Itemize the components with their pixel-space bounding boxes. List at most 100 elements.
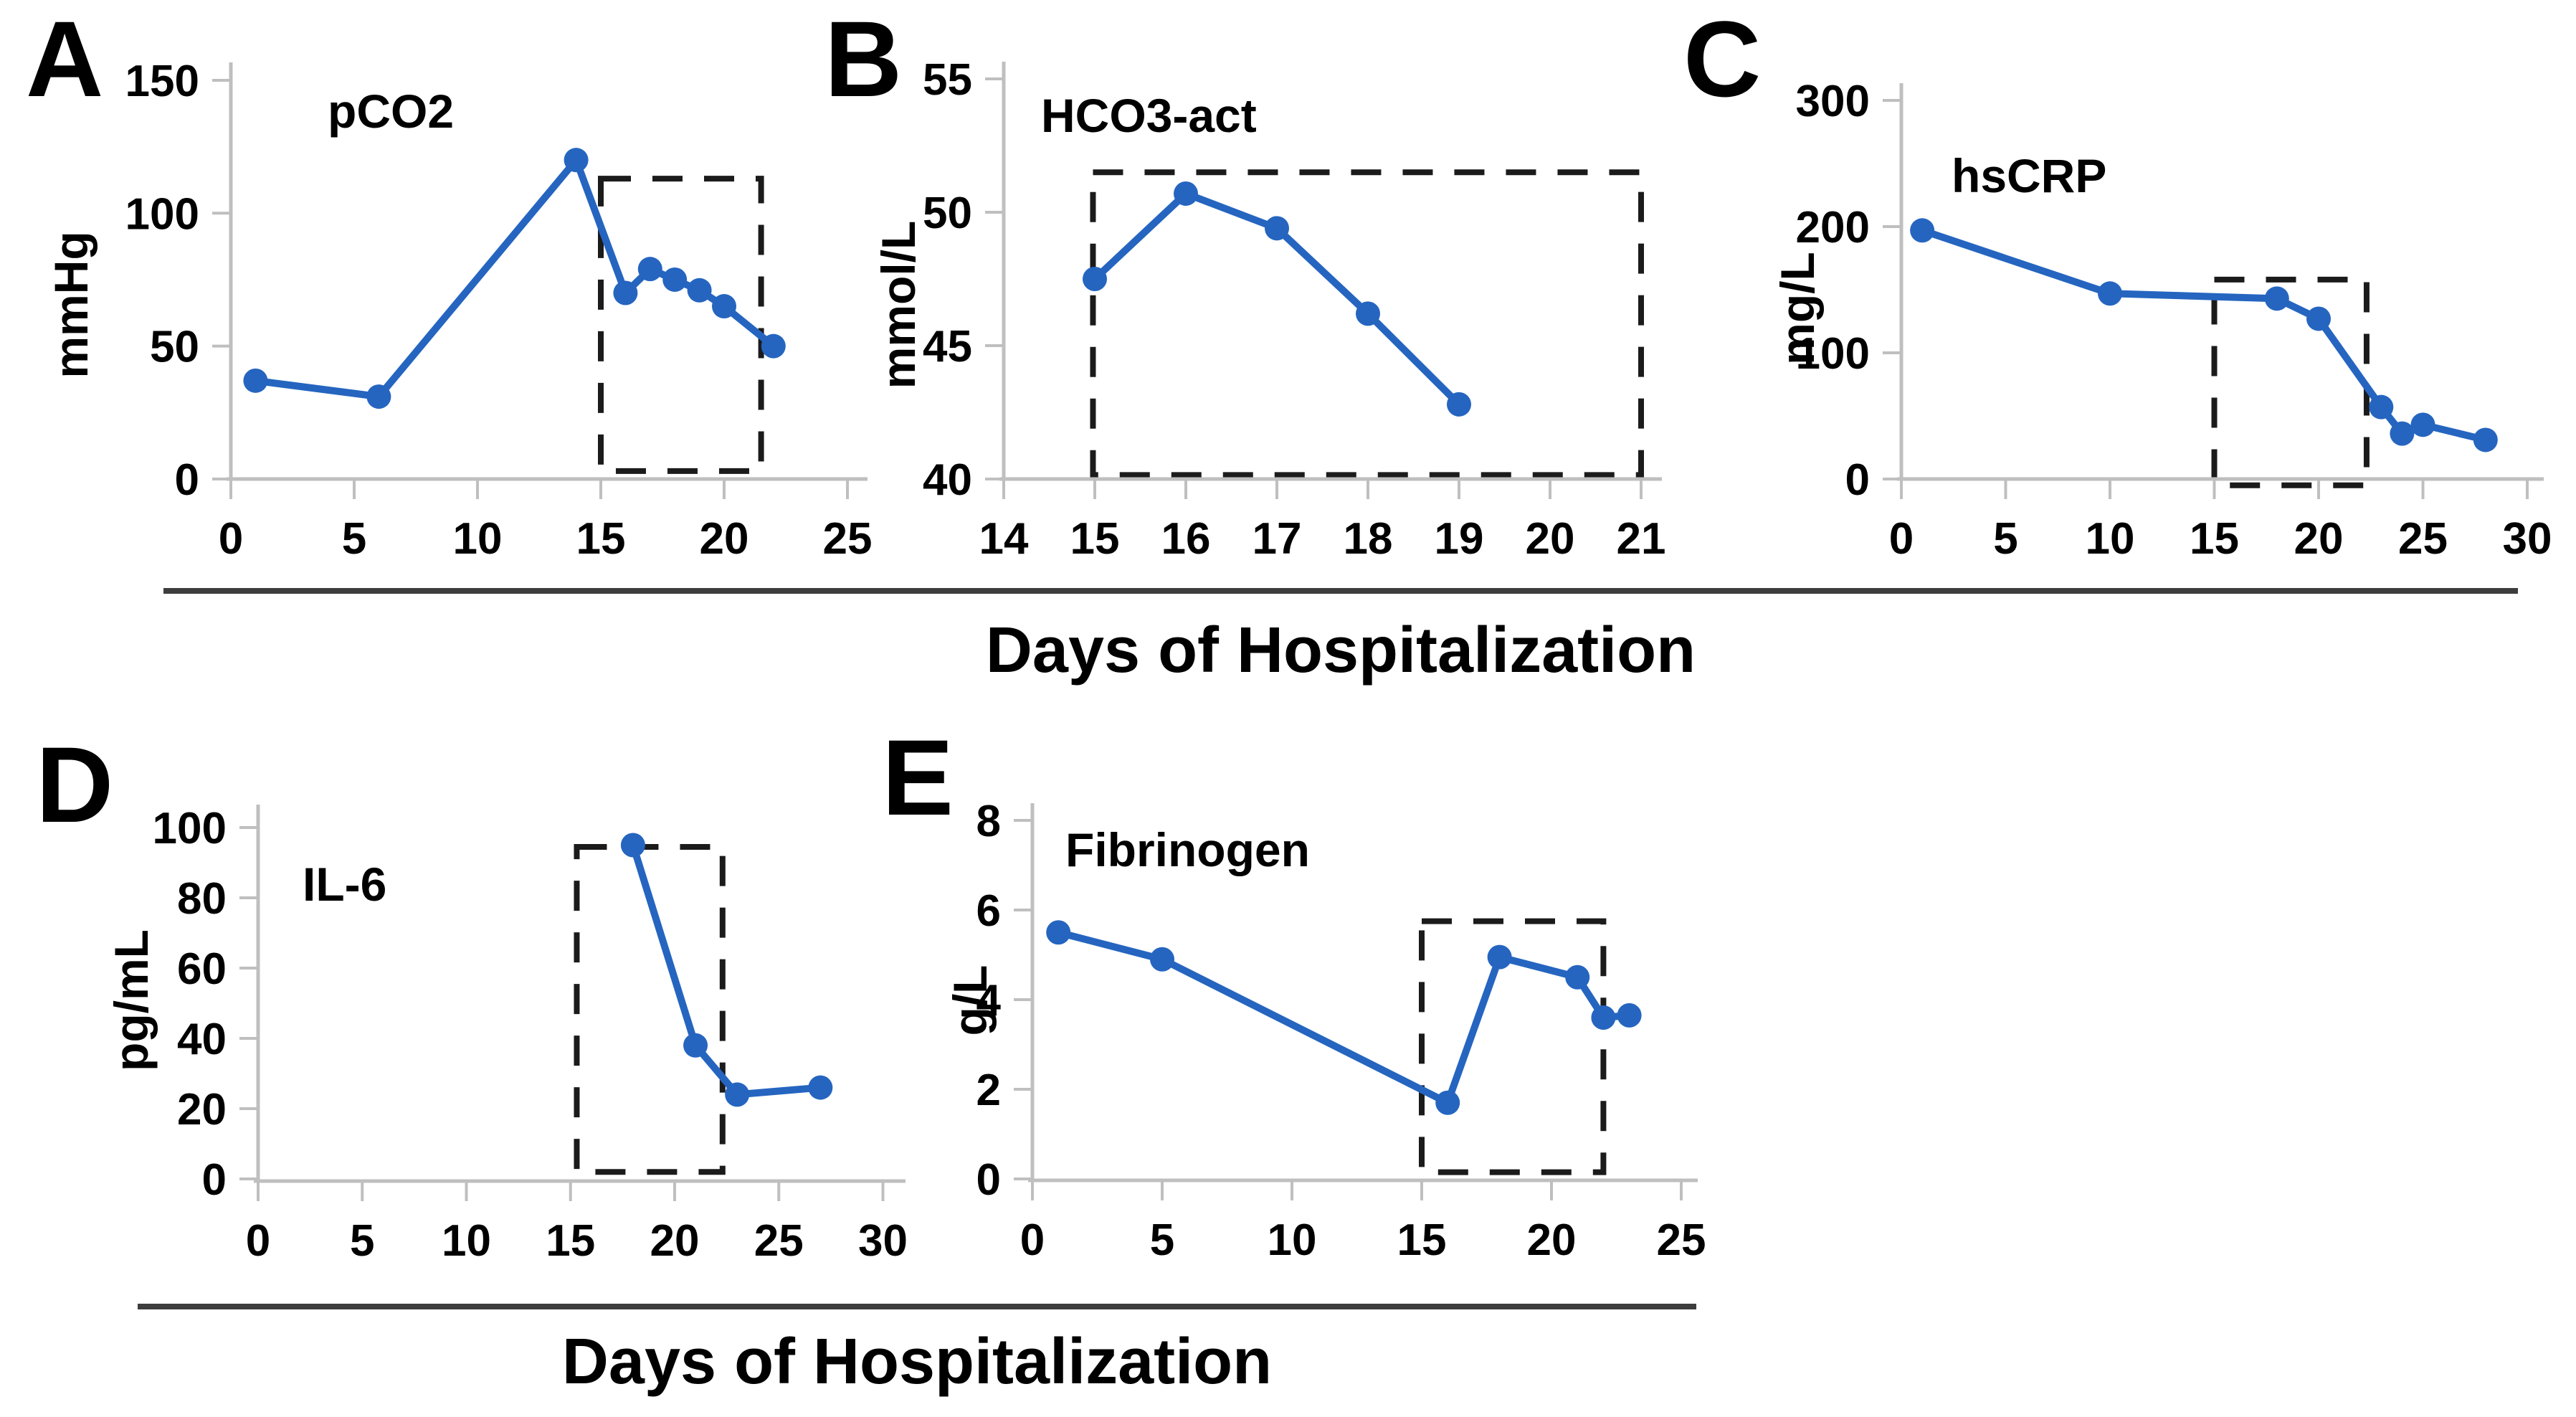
y-tick-label: 2 — [976, 1066, 1001, 1115]
y-tick-label: 50 — [923, 189, 972, 238]
panel-c-chart: 0 100 200 300 0 5 10 15 20 25 30 hsCRP mg/L — [1771, 77, 2552, 564]
dashed-highlight-box — [1419, 918, 1607, 1175]
chart-title: IL-6 — [303, 858, 386, 911]
data-point-marker — [620, 833, 645, 858]
panel-label-b: B — [824, 0, 903, 119]
y-tick-label: 100 — [1796, 329, 1870, 379]
y-tick-label: 0 — [175, 455, 199, 505]
data-point-marker — [564, 148, 589, 173]
x-tick-label: 20 — [2294, 514, 2344, 564]
y-tick-label: 0 — [1845, 455, 1870, 505]
x-tick-label: 10 — [2086, 514, 2135, 564]
data-point-marker — [1565, 965, 1590, 990]
dashed-highlight-box — [1090, 169, 1644, 478]
y-tick-label: 6 — [976, 886, 1001, 936]
y-tick-label: 100 — [125, 189, 199, 239]
data-point-marker — [1447, 392, 1471, 417]
data-point-marker — [2306, 306, 2331, 331]
x-tick-label: 10 — [1268, 1215, 1317, 1265]
data-point-marker — [662, 267, 688, 292]
panel-label-c: C — [1683, 0, 1762, 119]
dashed-highlight-box — [2211, 276, 2370, 488]
panel-label-d: D — [36, 724, 114, 845]
x-tick-label: 0 — [246, 1216, 270, 1266]
chart-title: Fibrinogen — [1065, 823, 1310, 876]
x-tick-label: 21 — [1617, 514, 1666, 564]
data-point-marker — [1435, 1090, 1460, 1115]
y-axis-unit-label: mg/L — [1771, 252, 1824, 365]
data-point-marker — [761, 333, 786, 359]
y-tick-label: 4 — [976, 976, 1002, 1025]
y-tick-label: 8 — [976, 797, 1001, 846]
data-point-marker — [2473, 427, 2498, 452]
y-axis-unit-label: mmHg — [44, 231, 98, 378]
data-point-marker — [712, 294, 736, 319]
y-tick-label: 300 — [1796, 77, 1870, 126]
data-point-marker — [1174, 181, 1198, 206]
x-tick-label: 25 — [2398, 514, 2448, 564]
data-point-marker — [1356, 301, 1380, 326]
data-point-marker — [2369, 394, 2394, 420]
panel-b-chart: 40 45 50 55 14 15 16 17 18 19 20 21 HCO3-act mmol/L — [872, 55, 1665, 564]
x-tick-label: 25 — [823, 514, 873, 564]
chart-title: HCO3-act — [1041, 89, 1257, 142]
y-tick-label: 60 — [177, 944, 227, 994]
dashed-highlight-box — [598, 176, 764, 474]
x-axis-label-top: Days of Hospitalization — [985, 615, 1696, 686]
y-axis-unit-label: mmol/L — [872, 221, 925, 389]
x-tick-label: 15 — [1070, 514, 1120, 564]
data-point-marker — [2410, 412, 2435, 437]
panel-d-chart: 0 20 40 60 80 100 0 5 10 15 20 25 30 IL-6 pg/mL — [105, 804, 908, 1266]
data-point-marker — [2264, 286, 2289, 311]
data-point-marker — [725, 1082, 750, 1107]
x-tick-label: 5 — [350, 1216, 374, 1266]
series-line — [1055, 929, 1633, 1106]
panel-a-chart: 0 50 100 150 0 5 10 15 20 25 pCO2 mmHg — [44, 57, 872, 564]
data-point-marker — [1083, 267, 1107, 291]
x-tick-label: 0 — [1889, 514, 1914, 564]
series-line — [252, 156, 777, 401]
data-point-marker — [613, 280, 638, 305]
y-tick-label: 0 — [976, 1155, 1001, 1205]
y-tick-label: 200 — [1796, 203, 1870, 252]
data-point-marker — [683, 1033, 708, 1058]
y-tick-label: 55 — [923, 55, 972, 105]
x-tick-label: 20 — [1526, 514, 1575, 564]
x-tick-label: 25 — [754, 1216, 804, 1266]
y-tick-label: 40 — [177, 1015, 227, 1064]
data-point-marker — [1910, 218, 1935, 243]
x-tick-label: 30 — [2503, 514, 2552, 564]
x-tick-label: 20 — [700, 514, 749, 564]
series-line — [1919, 227, 2489, 444]
x-tick-label: 18 — [1344, 514, 1393, 564]
x-tick-label: 17 — [1253, 514, 1302, 564]
x-tick-label: 15 — [546, 1216, 595, 1266]
panel-label-e: E — [882, 717, 954, 838]
chart-title: pCO2 — [328, 85, 454, 138]
x-tick-label: 19 — [1435, 514, 1484, 564]
chart-title: hsCRP — [1952, 149, 2106, 202]
separator-line-top — [163, 588, 2518, 594]
y-tick-label: 100 — [153, 804, 227, 853]
x-tick-label: 5 — [1993, 514, 2017, 564]
x-tick-label: 10 — [442, 1216, 491, 1266]
y-tick-label: 50 — [150, 323, 199, 372]
x-tick-label: 16 — [1161, 514, 1211, 564]
y-axis-unit-label: pg/mL — [105, 929, 158, 1071]
x-tick-label: 20 — [1527, 1215, 1577, 1265]
panel-e-chart: 0 2 4 6 8 0 5 10 15 20 25 Fibrinogen g/L — [944, 797, 1706, 1265]
y-tick-label: 45 — [923, 322, 972, 371]
x-tick-label: 15 — [576, 514, 626, 564]
y-tick-label: 20 — [177, 1085, 227, 1134]
x-tick-label: 15 — [2190, 514, 2239, 564]
dashed-highlight-box — [574, 843, 726, 1175]
x-tick-label: 5 — [342, 514, 366, 564]
x-tick-label: 15 — [1397, 1215, 1447, 1265]
data-point-marker — [1150, 947, 1174, 972]
panel-label-a: A — [26, 0, 104, 119]
data-point-marker — [2390, 421, 2415, 446]
x-tick-label: 0 — [1020, 1215, 1045, 1265]
y-tick-label: 80 — [177, 874, 227, 924]
